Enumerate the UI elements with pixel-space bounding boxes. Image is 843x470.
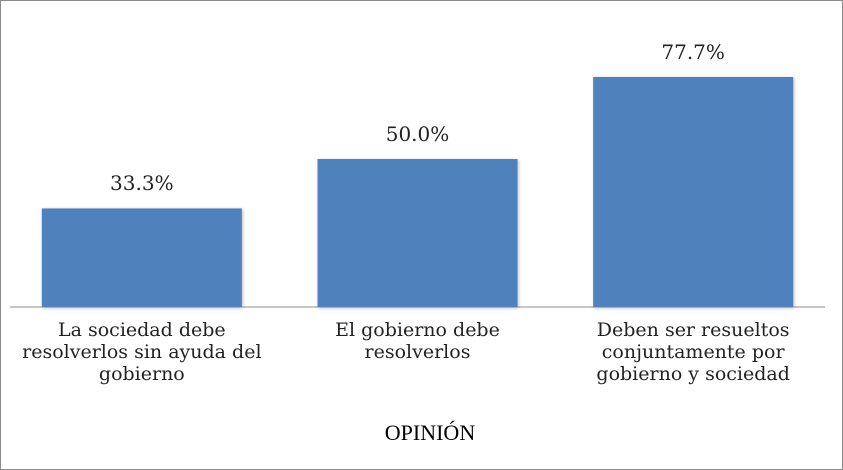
- value-label: 33.3%: [110, 171, 174, 196]
- value-label: 77.7%: [661, 40, 725, 64]
- x-tick-label: Deben ser resueltos conjuntamente por go…: [596, 319, 790, 385]
- value-label: 50.0%: [385, 121, 450, 146]
- bar: [41, 208, 242, 307]
- x-tick-label: El gobierno debe resolverlos: [335, 319, 500, 363]
- bar: [593, 77, 794, 307]
- bar: [317, 158, 518, 307]
- x-tick-label: La sociedad debe resolverlos sin ayuda d…: [22, 319, 262, 385]
- x-axis-title: OPINIÓN: [384, 420, 476, 445]
